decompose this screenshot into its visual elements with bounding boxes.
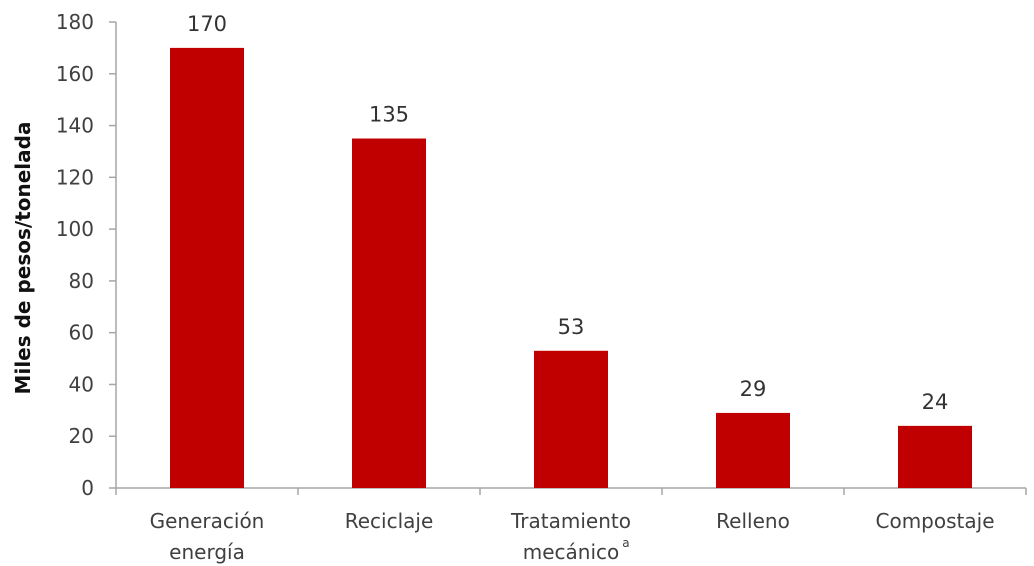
y-tick-label: 60 bbox=[69, 321, 94, 345]
y-tick-label: 80 bbox=[69, 269, 94, 293]
bar bbox=[352, 138, 426, 488]
category-label: Relleno bbox=[716, 509, 790, 533]
y-tick-label: 160 bbox=[56, 62, 94, 86]
category-label: Generación bbox=[150, 509, 265, 533]
category-label: Compostaje bbox=[876, 509, 995, 533]
y-tick-label: 140 bbox=[56, 114, 94, 138]
y-tick-label: 40 bbox=[69, 372, 94, 396]
y-axis: 0 20 40 60 80 100 120 140 160 180 bbox=[56, 10, 117, 500]
category-labels: Generación energía Reciclaje Tratamiento mec… bbox=[150, 509, 995, 564]
bar bbox=[170, 47, 244, 489]
data-label: 53 bbox=[558, 315, 585, 339]
y-tick-label: 100 bbox=[56, 217, 94, 241]
category-label: mecánico bbox=[523, 540, 620, 564]
data-label: 135 bbox=[369, 103, 409, 127]
x-axis bbox=[115, 487, 1027, 495]
data-labels: 170 135 53 29 24 bbox=[187, 12, 948, 414]
category-superscript: a bbox=[622, 536, 629, 550]
y-tick-label: 180 bbox=[56, 10, 94, 34]
y-axis-title: Miles de pesos/tonelada bbox=[11, 122, 35, 395]
category-label: energía bbox=[169, 540, 245, 564]
category-label: Reciclaje bbox=[345, 509, 434, 533]
bars bbox=[170, 47, 972, 489]
bar bbox=[534, 350, 608, 488]
data-label: 24 bbox=[922, 390, 949, 414]
data-label: 29 bbox=[740, 377, 767, 401]
y-tick-label: 120 bbox=[56, 165, 94, 189]
data-label: 170 bbox=[187, 12, 227, 36]
y-tick-label: 20 bbox=[69, 424, 94, 448]
bar bbox=[716, 412, 790, 488]
category-label: Tratamiento bbox=[510, 509, 631, 533]
bar bbox=[898, 425, 972, 488]
y-tick-label: 0 bbox=[81, 476, 94, 500]
